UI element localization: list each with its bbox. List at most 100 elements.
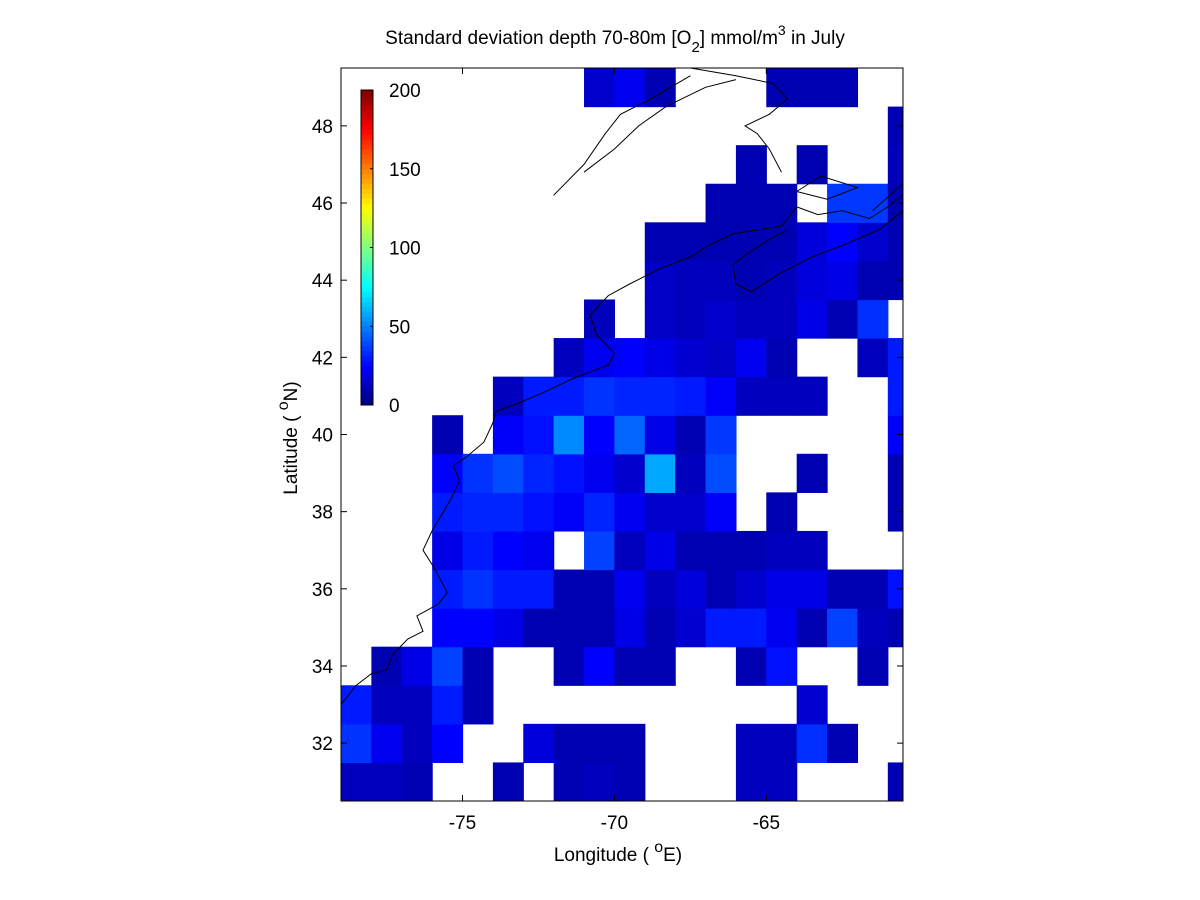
chart-title: Standard deviation depth 70-80m [O2] mmo… [385, 22, 845, 56]
colorbar-segment [361, 336, 373, 342]
y-axis-label: Latitude ( oN) [275, 381, 302, 494]
heatmap-cell [432, 453, 464, 493]
heatmap-cell [432, 530, 464, 571]
heatmap-cell [371, 762, 403, 801]
heatmap-cell [614, 530, 646, 571]
colorbar-segment [361, 365, 373, 372]
heatmap-cell [735, 723, 767, 764]
heatmap-cell [523, 608, 555, 648]
heatmap-cell [401, 723, 433, 764]
heatmap-cell [675, 299, 707, 339]
heatmap-cell [492, 608, 524, 648]
heatmap-cell [523, 453, 555, 493]
colorbar-segment [361, 163, 373, 170]
heatmap-cell [675, 415, 707, 455]
colorbar-segment [361, 350, 373, 357]
heatmap-cell [887, 106, 903, 146]
heatmap-cell [887, 453, 903, 493]
colorbar-segment [361, 247, 373, 253]
heatmap-cell [887, 492, 903, 532]
heatmap-cell [705, 183, 737, 223]
colorbar-tick-label: 200 [389, 81, 421, 102]
heatmap-cell [796, 530, 828, 571]
heatmap-cell [614, 453, 646, 493]
heatmap-cell [766, 376, 798, 416]
heatmap-cell [341, 685, 372, 725]
colorbar-segment [361, 232, 373, 239]
colorbar-segment [361, 222, 373, 229]
heatmap-cell [644, 453, 676, 493]
heatmap-cell [401, 762, 433, 801]
heatmap-cell [341, 762, 372, 801]
heatmap-cell [796, 376, 828, 416]
heatmap-cell [735, 762, 767, 801]
colorbar-segment [361, 242, 373, 248]
heatmap-cell [675, 260, 707, 301]
colorbar-segment [361, 94, 373, 101]
heatmap-cell [857, 222, 889, 262]
heatmap-cell [796, 685, 828, 725]
heatmap-cell [432, 646, 464, 686]
y-axis: 32 34 36 38 40 42 44 46 48 [312, 117, 903, 755]
heatmap-cell [887, 762, 903, 801]
heatmap-cell [584, 530, 616, 571]
colorbar-segment [361, 326, 373, 332]
heatmap-cell [675, 530, 707, 571]
heatmap-cell [735, 376, 767, 416]
heatmap-cell [766, 569, 798, 609]
colorbar-segment [361, 129, 373, 135]
y-tick-label: 48 [312, 117, 333, 138]
y-tick-label: 36 [312, 580, 333, 601]
heatmap-cell [462, 530, 494, 571]
heatmap-cell [523, 723, 555, 764]
heatmap-cell [644, 608, 676, 648]
heatmap-cell [827, 68, 859, 108]
colorbar-segment [361, 395, 373, 401]
heatmap-cell [553, 723, 585, 764]
heatmap-cell [766, 299, 798, 339]
colorbar-segment [361, 277, 373, 283]
colorbar-segment [361, 178, 373, 185]
colorbar-tick-label: 150 [389, 160, 421, 181]
colorbar-segment [361, 109, 373, 116]
heatmap-cell [644, 646, 676, 686]
heatmap-cell [705, 453, 737, 493]
heatmap-cell [675, 222, 707, 262]
heatmap-cell [887, 376, 903, 416]
heatmap-cell [796, 453, 828, 493]
heatmap-cell [614, 492, 646, 532]
heatmap-cell [553, 492, 585, 532]
colorbar-segment [361, 144, 373, 150]
colorbar-segment [361, 286, 373, 293]
heatmap-cell [462, 492, 494, 532]
heatmap-cell [401, 685, 433, 725]
heatmap-cell [827, 260, 859, 301]
heatmap-cell [584, 723, 616, 764]
heatmap-cell [584, 68, 616, 108]
heatmap-cell [705, 260, 737, 301]
heatmap-cell [705, 222, 737, 262]
coastline [796, 175, 859, 200]
heatmap-cell [523, 569, 555, 609]
heatmap-cell [584, 453, 616, 493]
heatmap-cell [827, 222, 859, 262]
colorbar-segment [361, 321, 373, 327]
title-mid: ] mmol/m [700, 28, 778, 49]
heatmap-cell [584, 338, 616, 378]
colorbar-segment [361, 119, 373, 125]
heatmap-cell [827, 299, 859, 339]
heatmap-cell [644, 376, 676, 416]
heatmap-cell [735, 608, 767, 648]
colorbar-segment [361, 90, 373, 96]
heatmap-cell [432, 723, 464, 764]
heatmap-cell [462, 569, 494, 609]
heatmap-cell [614, 569, 646, 609]
colorbar-tick-label: 50 [389, 317, 410, 338]
heatmap-cell [523, 530, 555, 571]
heatmap-cell [735, 646, 767, 686]
heatmap-cell [887, 222, 903, 262]
heatmap-cell [735, 299, 767, 339]
plot-area [341, 68, 903, 801]
colorbar-segment [361, 311, 373, 317]
